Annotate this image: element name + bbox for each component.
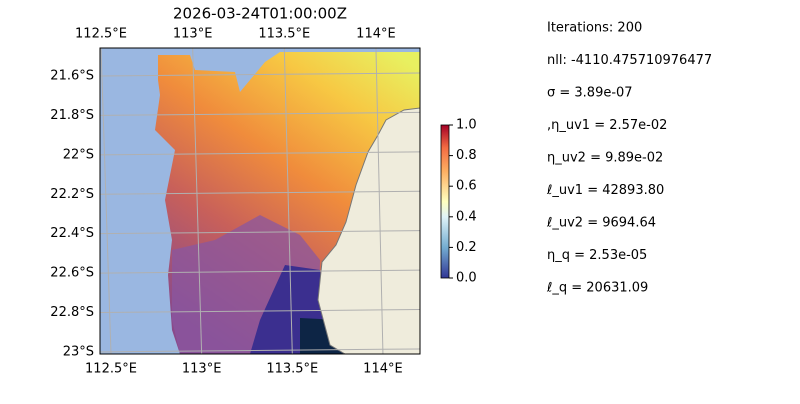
- x-tick-label-bottom: 113.5°E: [266, 362, 318, 377]
- x-tick-label-top: 112.5°E: [75, 27, 127, 42]
- x-tick-label-bottom: 112.5°E: [85, 362, 137, 377]
- stat-line: nll: -4110.475710976477: [547, 53, 712, 68]
- map-title: 2026-03-24T01:00:00Z: [173, 5, 347, 23]
- y-tick-label: 22.6°S: [50, 266, 94, 281]
- y-tick-label: 23°S: [63, 344, 94, 359]
- x-tick-label-bottom: 113°E: [182, 362, 222, 377]
- map-area: [100, 48, 420, 354]
- colorbar-tick-label: 0.4: [456, 209, 477, 224]
- grid-line: [100, 230, 420, 235]
- stat-line: σ = 3.89e-07: [547, 86, 633, 101]
- stat-line: ,η_uv1 = 2.57e-02: [547, 118, 667, 133]
- grid-line: [100, 269, 420, 274]
- stat-line: η_uv2 = 9.89e-02: [547, 151, 663, 166]
- y-tick-label: 21.8°S: [50, 108, 94, 123]
- stat-line: ℓ_q = 20631.09: [546, 281, 648, 296]
- grid-line: [375, 48, 384, 354]
- stat-line: Iterations: 200: [547, 21, 642, 36]
- grid-line: [100, 190, 420, 195]
- grid-line: [100, 151, 420, 156]
- colorbar-tick-label: 0.0: [456, 271, 477, 286]
- y-tick-label: 22.4°S: [50, 226, 94, 241]
- y-tick-label: 22.2°S: [50, 187, 94, 202]
- stat-line: η_q = 2.53e-05: [547, 248, 647, 263]
- colorbar-tick-label: 0.8: [456, 148, 477, 163]
- y-tick-label: 22.8°S: [50, 305, 94, 320]
- grid-line: [100, 348, 420, 353]
- map-frame: [99, 47, 421, 355]
- grid-line: [283, 48, 293, 354]
- y-tick-label: 22°S: [63, 147, 94, 162]
- stat-line: ℓ_uv2 = 9694.64: [546, 216, 656, 231]
- grid-line: [100, 72, 420, 77]
- colorbar-tick-label: 0.2: [456, 240, 477, 255]
- colorbar: [440, 124, 450, 279]
- y-tick-label: 21.6°S: [50, 69, 94, 84]
- grid-line: [100, 48, 112, 354]
- grid-line: [192, 48, 203, 354]
- colorbar-tick-label: 0.6: [456, 179, 477, 194]
- x-tick-label-top: 114°E: [356, 27, 396, 42]
- stat-line: ℓ_uv1 = 42893.80: [546, 183, 664, 198]
- x-tick-label-top: 113°E: [173, 27, 213, 42]
- grid-line: [100, 111, 420, 116]
- x-tick-label-bottom: 114°E: [363, 362, 403, 377]
- colorbar-tick-label: 1.0: [456, 118, 477, 133]
- grid-line: [100, 309, 420, 314]
- x-tick-label-top: 113.5°E: [258, 27, 310, 42]
